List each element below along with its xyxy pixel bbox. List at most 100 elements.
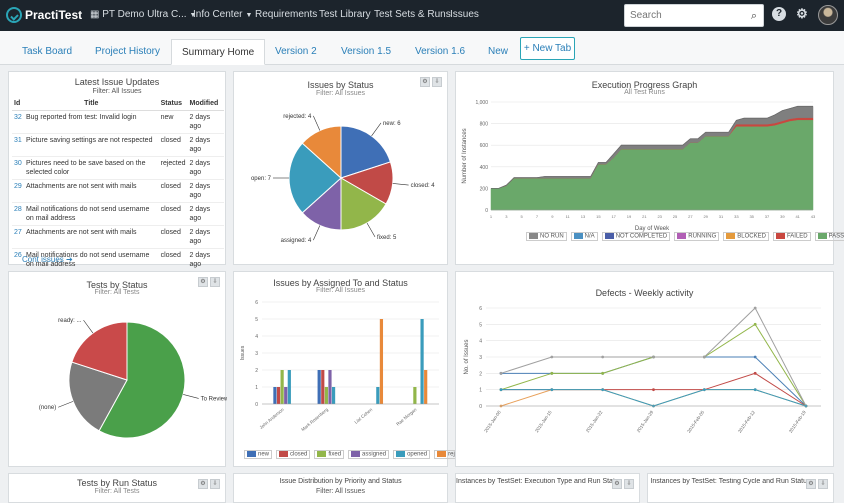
cell-title[interactable]: Attachments are not sent with mails xyxy=(24,225,159,249)
search-box[interactable]: ⌕ xyxy=(624,4,764,27)
download-icon[interactable]: ⇩ xyxy=(818,479,828,489)
legend-item[interactable]: NOT COMPLETED xyxy=(601,232,671,241)
cell-id[interactable]: 29 xyxy=(12,179,24,203)
bar-closed[interactable] xyxy=(276,387,281,404)
legend-item[interactable]: opened xyxy=(393,450,431,459)
bar-opened[interactable] xyxy=(376,387,380,404)
bar-opened[interactable] xyxy=(331,387,336,404)
table-row[interactable]: 27 Attachments are not sent with mails clo… xyxy=(12,225,224,249)
download-icon[interactable]: ⇩ xyxy=(210,277,220,287)
line-point[interactable] xyxy=(499,371,503,375)
table-row[interactable]: 32 Bug reported from test: Invalid login n… xyxy=(12,110,224,134)
line-series[interactable] xyxy=(500,389,807,407)
pie-slice-fixed[interactable] xyxy=(340,177,387,231)
pie-slice-rejected[interactable] xyxy=(301,125,342,180)
legend-item[interactable]: assigned xyxy=(348,450,390,459)
line-series[interactable] xyxy=(500,323,807,407)
gear-icon[interactable]: ⚙ xyxy=(796,6,808,21)
line-point[interactable] xyxy=(550,388,554,392)
line-point[interactable] xyxy=(753,355,757,359)
cell-id[interactable]: 28 xyxy=(12,202,24,226)
line-point[interactable] xyxy=(652,388,655,392)
line-point[interactable] xyxy=(601,388,605,392)
col-status[interactable]: Status xyxy=(158,97,188,111)
line-point[interactable] xyxy=(753,388,757,392)
bar-closed[interactable] xyxy=(321,370,325,404)
cell-id[interactable]: 32 xyxy=(12,110,24,134)
tab-version-1-6[interactable]: Version 1.6 xyxy=(415,46,466,57)
practitest-logo[interactable]: PractiTest xyxy=(6,7,82,23)
bar-fixed[interactable] xyxy=(413,387,417,404)
col-id[interactable]: Id xyxy=(12,97,24,111)
table-row[interactable]: 30 Pictures need to be save based on the … xyxy=(12,156,224,180)
pie-slice-ready[interactable] xyxy=(98,321,186,439)
nav-info-center[interactable]: Info Center ▼ xyxy=(193,9,252,20)
col-title[interactable]: Title xyxy=(24,97,159,111)
tab-version-2[interactable]: Version 2 xyxy=(275,46,317,57)
tab-task-board[interactable]: Task Board xyxy=(22,46,73,57)
project-selector[interactable]: ▦ PT Demo Ultra C... ▼ xyxy=(90,9,196,20)
bar-opened[interactable] xyxy=(287,370,291,404)
cell-id[interactable]: 31 xyxy=(12,133,24,157)
nav-test-library[interactable]: Test Library xyxy=(319,9,371,20)
bar-opened[interactable] xyxy=(420,319,424,404)
tab-new[interactable]: New xyxy=(488,46,509,57)
table-row[interactable]: 29 Attachments are not sent with mails clo… xyxy=(12,179,224,203)
tab-project-history[interactable]: Project History xyxy=(95,46,161,57)
pie-slice-new[interactable] xyxy=(340,125,392,179)
line-point[interactable] xyxy=(601,371,605,375)
nav-requirements[interactable]: Requirements xyxy=(255,9,318,20)
cell-title[interactable]: Pictures need to be save based on the se… xyxy=(24,156,159,180)
download-icon[interactable]: ⇩ xyxy=(432,77,442,87)
legend-item[interactable]: RUNNING xyxy=(674,232,720,241)
table-row[interactable]: 28 Mail notifications do not send usernam… xyxy=(12,202,224,226)
more-issues-link[interactable]: Cont issues ➔ xyxy=(22,255,73,264)
bar-assigned[interactable] xyxy=(284,387,288,404)
settings-icon[interactable]: ⚙ xyxy=(420,77,430,87)
settings-icon[interactable]: ⚙ xyxy=(198,479,208,489)
cell-title[interactable]: Mail notifications do not send username … xyxy=(24,202,159,226)
settings-icon[interactable]: ⚙ xyxy=(806,479,816,489)
line-series[interactable] xyxy=(501,389,807,407)
line-point[interactable] xyxy=(499,388,503,392)
legend-item[interactable]: BLOCKED xyxy=(723,232,769,241)
line-point[interactable] xyxy=(550,371,554,375)
cell-title[interactable]: Attachments are not sent with mails xyxy=(24,179,159,203)
line-point[interactable] xyxy=(753,306,757,310)
line-point[interactable] xyxy=(702,355,706,359)
settings-icon[interactable]: ⚙ xyxy=(612,479,622,489)
legend-item[interactable]: PASSED xyxy=(814,232,844,241)
bar-assigned[interactable] xyxy=(328,370,332,404)
pie-slice-none[interactable] xyxy=(68,361,128,432)
col-modified[interactable]: Modified xyxy=(187,97,224,111)
nav-issues[interactable]: Issues xyxy=(450,9,479,20)
bar-new[interactable] xyxy=(317,370,321,404)
pie-slice-open[interactable] xyxy=(288,142,342,214)
table-row[interactable]: 26 Mail notifications do not send usernam… xyxy=(12,248,224,272)
line-point[interactable] xyxy=(550,355,554,359)
new-tab-button[interactable]: + New Tab xyxy=(520,37,575,60)
cell-title[interactable]: Bug reported from test: Invalid login xyxy=(24,110,159,134)
help-icon[interactable]: ? xyxy=(772,7,786,21)
line-point[interactable] xyxy=(652,355,655,359)
avatar[interactable] xyxy=(818,5,838,25)
area-series-passed[interactable] xyxy=(490,120,814,211)
bar-rejected[interactable] xyxy=(379,319,384,404)
download-icon[interactable]: ⇩ xyxy=(624,479,634,489)
legend-item[interactable]: fixed xyxy=(314,450,345,459)
cell-id[interactable]: 27 xyxy=(12,225,24,249)
bar-fixed[interactable] xyxy=(280,370,284,404)
line-series[interactable] xyxy=(501,356,807,407)
settings-icon[interactable]: ⚙ xyxy=(198,277,208,287)
search-icon[interactable]: ⌕ xyxy=(750,10,757,22)
line-point[interactable] xyxy=(753,371,757,375)
cell-id[interactable]: 30 xyxy=(12,156,24,180)
tab-version-1-5[interactable]: Version 1.5 xyxy=(341,46,392,57)
search-input[interactable] xyxy=(630,5,742,26)
line-point[interactable] xyxy=(753,322,757,326)
legend-item[interactable]: N/A xyxy=(570,232,598,241)
cell-title[interactable]: Picture saving settings are not respecte… xyxy=(24,133,159,157)
bar-fixed[interactable] xyxy=(324,387,328,404)
table-row[interactable]: 31 Picture saving settings are not respec… xyxy=(12,133,224,157)
legend-item[interactable]: new xyxy=(244,450,273,459)
